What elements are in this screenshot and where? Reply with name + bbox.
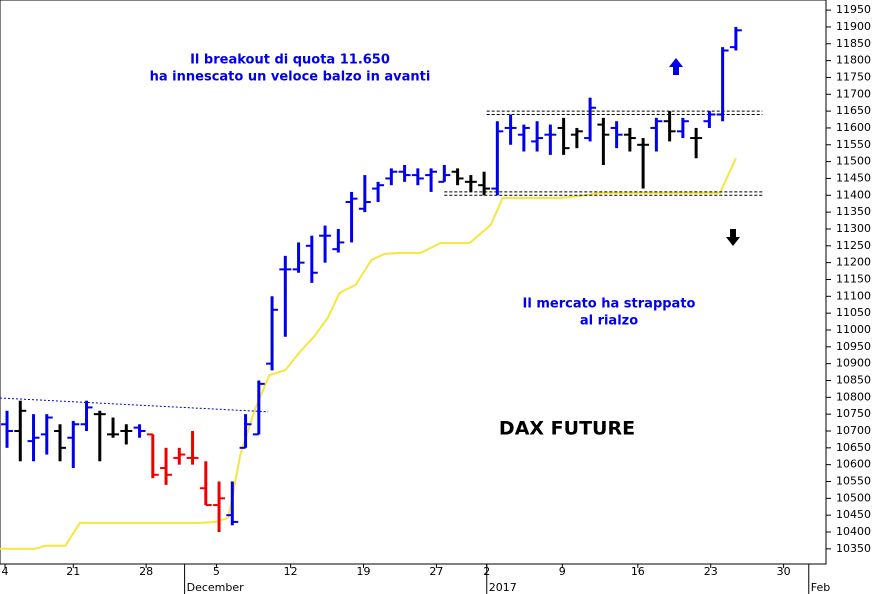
x-tick-label: 4	[2, 565, 9, 578]
y-tick-label: 11000	[836, 323, 871, 336]
down-arrow	[726, 229, 740, 246]
y-tick-label: 11350	[836, 205, 871, 218]
x-tick-label: 9	[559, 565, 566, 578]
x-tick-label: 16	[631, 565, 645, 578]
y-tick-label: 11600	[836, 121, 871, 134]
month-label: December	[187, 581, 245, 594]
annotation: Il breakout di quota 11.650	[190, 53, 390, 68]
y-tick-label: 11700	[836, 87, 871, 100]
y-tick-label: 11200	[836, 256, 871, 269]
x-tick-label: 27	[429, 565, 443, 578]
y-tick-label: 10800	[836, 390, 871, 403]
chart-title: DAX FUTURE	[499, 418, 635, 440]
y-tick-label: 11250	[836, 239, 871, 252]
y-tick-label: 11950	[836, 3, 871, 16]
y-tick-label: 10750	[836, 407, 871, 420]
y-tick-label: 10850	[836, 373, 871, 386]
y-tick-label: 11650	[836, 104, 871, 117]
y-tick-label: 10450	[836, 508, 871, 521]
y-tick-label: 10900	[836, 357, 871, 370]
y-tick-label: 11450	[836, 171, 871, 184]
y-tick-label: 10500	[836, 491, 871, 504]
y-tick-label: 10650	[836, 441, 871, 454]
y-tick-label: 11300	[836, 222, 871, 235]
month-label: 2017	[489, 581, 517, 594]
y-tick-label: 11500	[836, 155, 871, 168]
overlay-line	[0, 397, 269, 413]
y-tick-label: 11400	[836, 188, 871, 201]
y-tick-label: 11900	[836, 20, 871, 33]
y-tick-label: 10600	[836, 458, 871, 471]
x-tick-label: 12	[284, 565, 298, 578]
x-tick-label: 28	[139, 565, 153, 578]
y-tick-label: 10950	[836, 340, 871, 353]
x-tick-label: 19	[357, 565, 371, 578]
y-tick-label: 11150	[836, 272, 871, 285]
y-tick-label: 11050	[836, 306, 871, 319]
x-tick-label: 23	[704, 565, 718, 578]
month-label: Feb	[811, 581, 830, 594]
x-tick-label: 5	[213, 565, 220, 578]
annotation: ha innescato un veloce balzo in avanti	[150, 70, 431, 85]
overlay-line	[0, 157, 737, 550]
up-arrow	[669, 58, 683, 75]
y-tick-label: 11850	[836, 37, 871, 50]
y-tick-label: 10700	[836, 424, 871, 437]
y-tick-label: 11750	[836, 70, 871, 83]
annotation: al rialzo	[580, 314, 638, 329]
y-tick-label: 10350	[836, 542, 871, 555]
x-tick-label: 21	[66, 565, 80, 578]
annotation: Il mercato ha strappato	[523, 297, 696, 312]
x-tick-label: 30	[777, 565, 791, 578]
y-tick-label: 11100	[836, 289, 871, 302]
y-tick-label: 10400	[836, 525, 871, 538]
plot-area	[0, 0, 827, 565]
y-tick-label: 10550	[836, 475, 871, 488]
y-tick-label: 11550	[836, 138, 871, 151]
y-tick-label: 11800	[836, 54, 871, 67]
